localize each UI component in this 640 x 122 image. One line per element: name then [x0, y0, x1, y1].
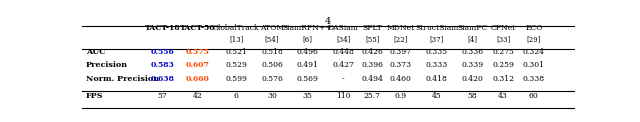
Text: 0.418: 0.418 [426, 75, 447, 83]
Text: 0.460: 0.460 [390, 75, 412, 83]
Text: TACT-18: TACT-18 [145, 24, 180, 32]
Text: ECO: ECO [525, 24, 543, 32]
Text: 57: 57 [157, 92, 167, 100]
Text: 0.9: 0.9 [395, 92, 407, 100]
Text: [55]: [55] [365, 35, 380, 43]
Text: 0.336: 0.336 [461, 47, 483, 56]
Text: 30: 30 [267, 92, 277, 100]
Text: 0.599: 0.599 [225, 75, 247, 83]
Text: [37]: [37] [429, 35, 444, 43]
Text: 0.556: 0.556 [150, 47, 174, 56]
Text: 0.397: 0.397 [390, 47, 412, 56]
Text: 0.301: 0.301 [523, 61, 545, 69]
Text: 0.569: 0.569 [297, 75, 319, 83]
Text: SiamRPN++: SiamRPN++ [283, 24, 332, 32]
Text: 0.335: 0.335 [426, 47, 448, 56]
Text: 43: 43 [498, 92, 508, 100]
Text: 58: 58 [467, 92, 477, 100]
Text: 42: 42 [193, 92, 203, 100]
Text: 0.426: 0.426 [361, 47, 383, 56]
Text: 110: 110 [336, 92, 351, 100]
Text: SiamFC: SiamFC [457, 24, 488, 32]
Text: [54]: [54] [265, 35, 279, 43]
Text: 0.494: 0.494 [361, 75, 383, 83]
Text: FPS: FPS [86, 92, 103, 100]
Text: 0.518: 0.518 [261, 47, 283, 56]
Text: 60: 60 [529, 92, 539, 100]
Text: [6]: [6] [303, 35, 313, 43]
Text: 0.448: 0.448 [332, 47, 355, 56]
Text: 0.312: 0.312 [492, 75, 514, 83]
Text: 0.396: 0.396 [361, 61, 383, 69]
Text: [34]: [34] [336, 35, 351, 43]
Text: [4]: [4] [467, 35, 477, 43]
Text: 0.333: 0.333 [426, 61, 448, 69]
Text: 0.491: 0.491 [297, 61, 319, 69]
Text: [33]: [33] [496, 35, 510, 43]
Text: SPLT: SPLT [362, 24, 382, 32]
Text: 0.521: 0.521 [225, 47, 247, 56]
Text: [22]: [22] [394, 35, 408, 43]
Text: 0.339: 0.339 [461, 61, 483, 69]
Text: [29]: [29] [527, 35, 541, 43]
Text: 0.638: 0.638 [150, 75, 174, 83]
Text: 0.427: 0.427 [332, 61, 355, 69]
Text: 35: 35 [303, 92, 312, 100]
Text: AUC: AUC [86, 47, 105, 56]
Text: Norm. Precision: Norm. Precision [86, 75, 159, 83]
Text: TACT-50: TACT-50 [180, 24, 216, 32]
Text: [13]: [13] [229, 35, 243, 43]
Text: DASiam: DASiam [328, 24, 359, 32]
Text: 0.607: 0.607 [186, 61, 210, 69]
Text: 0.324: 0.324 [523, 47, 545, 56]
Text: StructSiam: StructSiam [415, 24, 458, 32]
Text: MDNet: MDNet [387, 24, 415, 32]
Text: GlobalTrack: GlobalTrack [213, 24, 259, 32]
Text: 0.583: 0.583 [150, 61, 174, 69]
Text: 0.660: 0.660 [186, 75, 210, 83]
Text: 6: 6 [234, 92, 239, 100]
Text: 0.576: 0.576 [261, 75, 283, 83]
Text: 0.529: 0.529 [225, 61, 247, 69]
Text: ATOM: ATOM [260, 24, 284, 32]
Text: 0.338: 0.338 [523, 75, 545, 83]
Text: 0.575: 0.575 [186, 47, 210, 56]
Text: 45: 45 [432, 92, 442, 100]
Text: Precision: Precision [86, 61, 127, 69]
Text: CFNet: CFNet [490, 24, 516, 32]
Text: 25.7: 25.7 [364, 92, 381, 100]
Text: 0.275: 0.275 [492, 47, 514, 56]
Text: -: - [342, 75, 345, 83]
Text: 0.420: 0.420 [461, 75, 483, 83]
Text: 0.506: 0.506 [261, 61, 283, 69]
Text: 0.496: 0.496 [297, 47, 319, 56]
Text: 0.373: 0.373 [390, 61, 412, 69]
Text: 0.259: 0.259 [492, 61, 514, 69]
Text: 4: 4 [325, 17, 331, 26]
